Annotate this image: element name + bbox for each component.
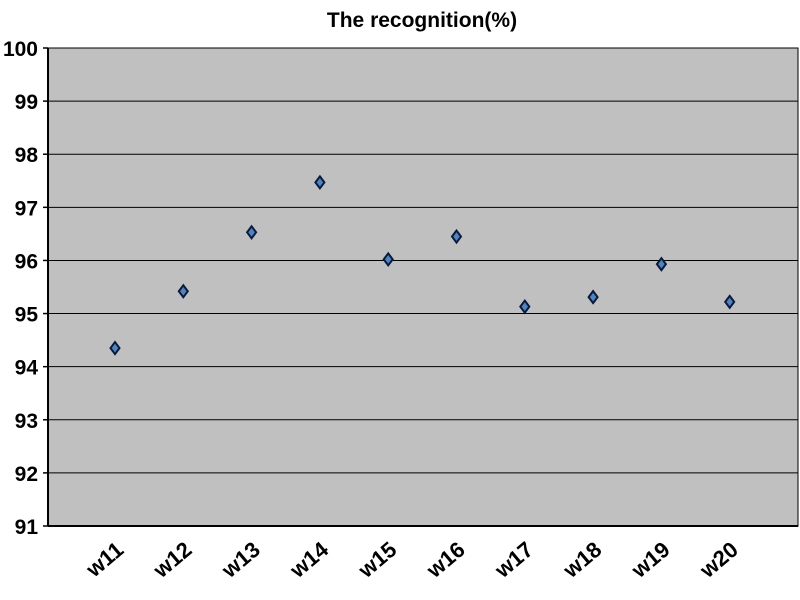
chart-title: The recognition(%) — [327, 9, 517, 32]
y-tick-label: 91 — [15, 516, 39, 539]
y-tick-label: 100 — [3, 38, 38, 61]
x-tick-label: w14 — [284, 536, 333, 583]
x-tick-label: w13 — [216, 537, 265, 584]
x-tick-label: w11 — [80, 537, 128, 583]
data-point-w16 — [450, 228, 463, 245]
y-tick-label: 96 — [15, 250, 38, 273]
x-tick-label: w19 — [626, 537, 675, 584]
y-tick-label: 98 — [15, 144, 39, 167]
y-axis-ticks: 91 92 93 94 95 96 97 98 99 100 — [3, 38, 48, 539]
data-point-w17 — [519, 298, 531, 315]
data-point-w15 — [382, 251, 394, 268]
x-tick-label: w16 — [421, 537, 470, 584]
y-tick-label: 94 — [15, 357, 39, 380]
y-tick-label: 92 — [15, 463, 38, 486]
data-point-w14 — [314, 174, 326, 191]
gridlines — [48, 47, 798, 474]
data-point-w13 — [245, 224, 258, 240]
y-tick-label: 99 — [15, 91, 38, 114]
x-tick-label: w12 — [148, 537, 197, 584]
x-tick-label: w20 — [694, 537, 743, 584]
x-axis-ticks: w11 w12 w13 w14 w15 w16 w17 w18 w19 w20 — [80, 536, 742, 583]
data-point-w12 — [177, 283, 190, 299]
data-point-w19 — [655, 256, 668, 272]
plot-area — [47, 47, 799, 527]
x-tick-label: w17 — [489, 537, 538, 584]
data-point-w11 — [109, 340, 121, 356]
y-tick-label: 97 — [15, 197, 38, 220]
x-tick-label: w18 — [558, 537, 607, 584]
y-tick-label: 95 — [15, 304, 39, 327]
data-point-w20 — [723, 294, 736, 310]
y-tick-label: 93 — [15, 410, 38, 433]
data-points — [109, 174, 736, 356]
data-point-w18 — [587, 289, 599, 305]
x-tick-label: w15 — [353, 537, 402, 584]
